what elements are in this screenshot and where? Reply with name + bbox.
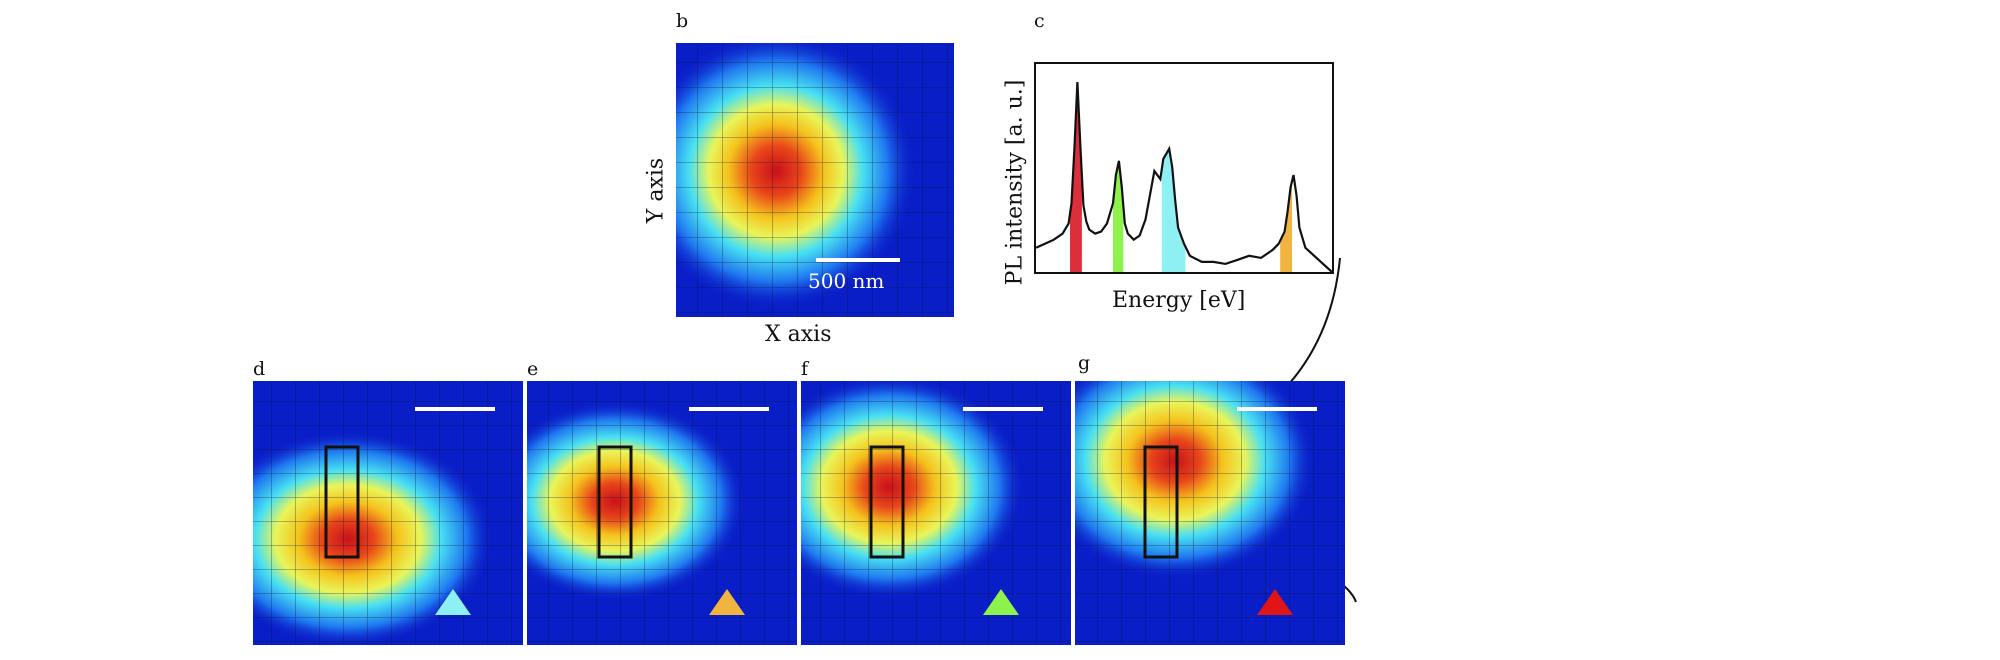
marker-triangle-f: [983, 589, 1019, 615]
spectrum-line: [1035, 82, 1333, 273]
panel-label-e: e: [527, 358, 539, 380]
panel-label-f: f: [801, 358, 809, 380]
x-axis-label-c: Energy [eV]: [1112, 288, 1246, 313]
pl-spectrum-chart: [1034, 62, 1334, 274]
scale-bar-label: 500 nm: [808, 269, 885, 293]
intensity-map-d-image: [253, 381, 523, 645]
intensity-map-d: [253, 381, 523, 645]
intensity-map-g: [1075, 381, 1345, 645]
marker-triangle-g: [1257, 589, 1293, 615]
x-axis-label-b: X axis: [765, 322, 832, 347]
marker-triangle-e: [709, 589, 745, 615]
panel-label-c: c: [1034, 10, 1045, 32]
chart-frame: [1034, 62, 1334, 274]
panel-label-d: d: [253, 358, 266, 380]
intensity-map-f-image: [801, 381, 1071, 645]
highlight-band-1: [1112, 162, 1124, 272]
intensity-map-e-image: [527, 381, 797, 645]
intensity-map-f: [801, 381, 1071, 645]
intensity-map-b-image: [676, 43, 954, 317]
panel-label-b: b: [676, 10, 689, 32]
intensity-map-g-image: [1075, 381, 1345, 645]
marker-triangle-d: [435, 589, 471, 615]
highlight-band-2: [1161, 151, 1186, 272]
panel-label-g: g: [1078, 352, 1091, 374]
intensity-map-e: [527, 381, 797, 645]
intensity-map-b: 500 nm: [676, 43, 954, 317]
